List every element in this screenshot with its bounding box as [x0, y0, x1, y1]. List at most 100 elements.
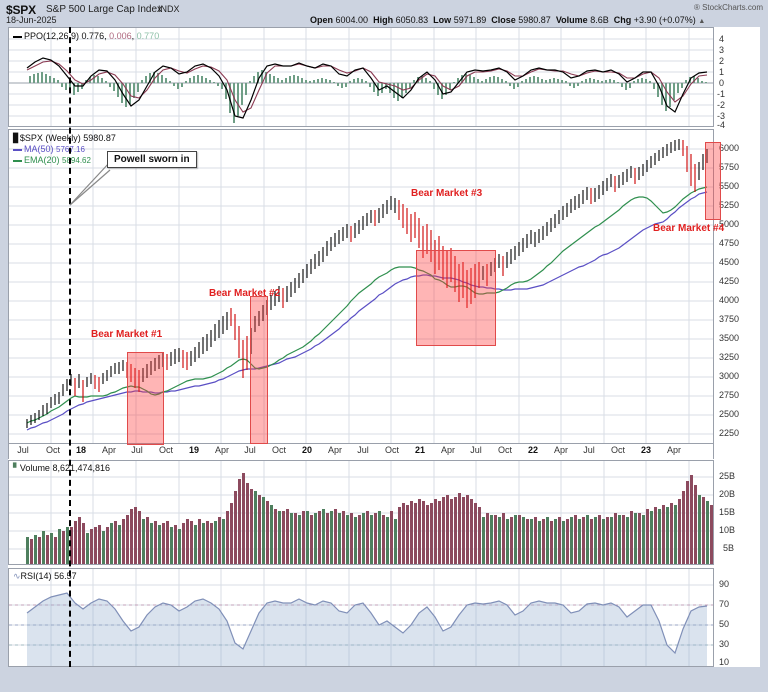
- price-ytick-11: 3250: [719, 352, 740, 362]
- bear-market-box-4: [705, 142, 721, 220]
- volume-plot: [9, 461, 713, 564]
- xtick-1: Oct: [45, 445, 61, 455]
- xtick-10: 20: [301, 445, 313, 455]
- xtick-8: Jul: [244, 445, 256, 455]
- ema20-swatch: [13, 159, 22, 162]
- xtick-5: Oct: [158, 445, 174, 455]
- xtick-19: Apr: [553, 445, 569, 455]
- xtick-22: 23: [640, 445, 652, 455]
- xtick-20: Jul: [583, 445, 595, 455]
- ma50-name: MA(50): [24, 144, 54, 154]
- volume-legend-value: 8,621,474,816: [52, 463, 111, 473]
- ppo-line: [26, 57, 708, 119]
- ppo-svg: [9, 28, 713, 126]
- ppo-legend: PPO(12,26,9) 0.776, 0.006, 0.770: [13, 31, 159, 41]
- rsi-wave-icon: ∿: [13, 571, 21, 581]
- price-legend-main: ▊$SPX (Weekly) 5980.87: [13, 133, 116, 144]
- ppo-ytick-3: 1: [719, 67, 725, 77]
- price-ytick-7: 4250: [719, 276, 740, 286]
- exchange-label: INDX: [158, 4, 180, 14]
- ppo-ytick-4: 0: [719, 78, 725, 88]
- chg-direction-icon: ▲: [698, 18, 706, 25]
- symbol-ticker: $SPX: [6, 3, 36, 17]
- price-ytick-9: 3750: [719, 314, 740, 324]
- bear-market-label-1: Bear Market #1: [91, 329, 163, 340]
- high-value: 6050.83: [395, 15, 429, 25]
- price-ytick-13: 2750: [719, 390, 740, 400]
- open-value: 6004.00: [335, 15, 369, 25]
- price-panel: Bear Market #1 Bear Market #2 Bear Marke…: [8, 129, 739, 445]
- high-label: High: [373, 15, 394, 25]
- price-legend-value: 5980.87: [83, 133, 116, 143]
- price-ytick-5: 4750: [719, 238, 740, 248]
- rsi-line: [26, 592, 708, 655]
- ppo-ytick-7: -3: [717, 111, 726, 121]
- powell-callout: Powell sworn in: [107, 151, 197, 168]
- ppo-legend-v1: 0.776: [81, 31, 105, 41]
- rsi-ytick-2: 50: [719, 619, 730, 629]
- low-label: Low: [433, 15, 452, 25]
- ppo-ytick-8: -4: [717, 120, 726, 130]
- chg-label: Chg: [613, 15, 632, 25]
- bear-market-label-2: Bear Market #2: [209, 288, 281, 299]
- stockcharts-watermark: ® StockCharts.com: [693, 3, 763, 12]
- symbol-name: S&P 500 Large Cap Index: [46, 4, 163, 15]
- volume-ytick-1: 20B: [719, 489, 736, 499]
- rsi-ytick-3: 30: [719, 639, 730, 649]
- ma50-swatch: [13, 148, 22, 151]
- rsi-svg: [9, 569, 713, 666]
- close-value: 5980.87: [518, 15, 551, 25]
- volume-label: Volume: [555, 15, 588, 25]
- ppo-gridlines: [9, 28, 713, 126]
- xtick-0: Jul: [17, 445, 29, 455]
- ema20-value: 5894.62: [62, 156, 91, 165]
- price-ytick-0: 6000: [719, 143, 740, 153]
- xtick-17: Oct: [497, 445, 513, 455]
- volume-bars: [26, 473, 713, 564]
- price-plot: [9, 130, 713, 443]
- bear-market-label-4: Bear Market #4: [653, 223, 725, 234]
- volume-bars-icon: ▘: [13, 463, 20, 473]
- rsi-legend-value: 56.57: [54, 571, 77, 581]
- price-ytick-15: 2250: [719, 428, 740, 438]
- price-ytick-6: 4500: [719, 257, 740, 267]
- ppo-line-swatch: [13, 35, 22, 38]
- bear-market-label-3: Bear Market #3: [411, 188, 483, 199]
- rsi-ytick-0: 90: [719, 579, 730, 589]
- rsi-ytick-1: 70: [719, 599, 730, 609]
- ppo-legend-v3: 0.770: [136, 31, 160, 41]
- candlestick-icon: ▊: [13, 133, 20, 143]
- ppo-ytick-1: 3: [719, 45, 725, 55]
- price-ytick-14: 2500: [719, 409, 740, 419]
- xtick-9: Oct: [271, 445, 287, 455]
- xtick-16: Jul: [470, 445, 482, 455]
- xtick-13: Oct: [384, 445, 400, 455]
- xtick-21: Oct: [610, 445, 626, 455]
- ma50-line: [26, 191, 708, 431]
- powell-callout-pointer: [69, 161, 111, 206]
- x-axis: Jul Oct 18 Apr Jul Oct 19 Apr Jul Oct 20…: [8, 444, 714, 459]
- xtick-18: 22: [527, 445, 539, 455]
- right-gutter: [760, 27, 768, 667]
- volume-svg: [9, 461, 713, 564]
- ppo-ytick-5: -1: [717, 89, 726, 99]
- price-bars: [26, 139, 708, 428]
- xtick-14: 21: [414, 445, 426, 455]
- chg-value: +3.90 (+0.07%): [633, 15, 696, 25]
- ppo-ytick-0: 4: [719, 34, 725, 44]
- ppo-ytick-2: 2: [719, 56, 725, 66]
- ppo-legend-name: PPO(12,26,9): [24, 31, 80, 41]
- footer-bar: [0, 667, 768, 692]
- price-ytick-8: 4000: [719, 295, 740, 305]
- volume-value: 8.6B: [590, 15, 609, 25]
- volume-ytick-4: 5B: [723, 543, 735, 553]
- bear-market-box-1: [127, 352, 164, 445]
- volume-y-axis: 25B 20B 15B 10B 5B: [715, 461, 761, 564]
- volume-legend-name: Volume: [19, 463, 50, 473]
- price-gridlines: [9, 130, 713, 443]
- chart-header: $SPX S&P 500 Large Cap Index INDX 18-Jun…: [0, 0, 768, 27]
- xtick-11: Apr: [327, 445, 343, 455]
- ema20-name: EMA(20): [24, 155, 60, 165]
- xtick-23: Apr: [666, 445, 682, 455]
